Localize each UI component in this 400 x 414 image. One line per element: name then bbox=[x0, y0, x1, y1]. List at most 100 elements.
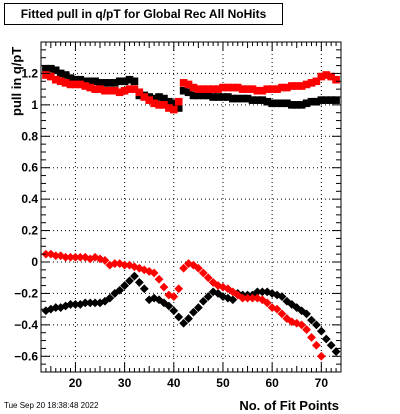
data-point-square bbox=[288, 82, 296, 90]
data-point-square bbox=[179, 79, 188, 87]
data-point-square bbox=[243, 94, 252, 103]
data-point-square bbox=[273, 99, 281, 108]
data-point-square bbox=[130, 77, 139, 86]
data-point-square bbox=[160, 101, 168, 109]
data-point-square bbox=[194, 91, 203, 100]
data-point-square bbox=[219, 93, 227, 101]
data-point-square bbox=[214, 85, 222, 93]
data-point-square bbox=[140, 93, 149, 101]
data-point-diamond bbox=[198, 296, 208, 306]
data-point-diamond bbox=[193, 303, 203, 312]
data-point-square bbox=[150, 94, 158, 103]
y-tick-label: 0.4 bbox=[21, 192, 38, 206]
data-point-diamond bbox=[66, 252, 75, 262]
data-point-diamond bbox=[203, 273, 213, 283]
data-point-diamond bbox=[189, 307, 198, 317]
data-point-square bbox=[229, 94, 237, 103]
data-point-square bbox=[278, 99, 286, 108]
data-point-diamond bbox=[169, 306, 179, 316]
data-point-square bbox=[61, 79, 70, 87]
data-point-diamond bbox=[100, 256, 110, 265]
data-point-square bbox=[322, 96, 331, 104]
y-tick-label: 1.2 bbox=[21, 66, 38, 80]
data-point-square bbox=[86, 77, 94, 86]
data-point-diamond bbox=[134, 263, 144, 273]
x-tick-label: 70 bbox=[315, 376, 329, 390]
y-tick-label: −0.2 bbox=[14, 286, 38, 300]
y-tick-label: 1 bbox=[31, 98, 38, 112]
data-point-diamond bbox=[184, 314, 193, 323]
data-point-square bbox=[238, 94, 247, 103]
data-point-diamond bbox=[85, 254, 95, 264]
data-point-square bbox=[160, 94, 168, 103]
data-point-square bbox=[91, 85, 99, 93]
data-point-square bbox=[135, 88, 144, 97]
data-point-diamond bbox=[262, 298, 272, 308]
data-point-square bbox=[297, 82, 306, 90]
data-point-diamond bbox=[90, 298, 100, 308]
data-point-diamond bbox=[302, 325, 311, 334]
data-point-diamond bbox=[312, 340, 321, 350]
data-point-square bbox=[204, 91, 213, 100]
data-point-square bbox=[96, 85, 104, 93]
data-point-diamond bbox=[326, 340, 336, 350]
data-point-diamond bbox=[169, 292, 179, 301]
x-tick-label: 20 bbox=[69, 376, 83, 390]
data-point-square bbox=[332, 96, 340, 104]
data-point-square bbox=[229, 83, 237, 92]
data-point-diamond bbox=[56, 303, 66, 312]
data-point-diamond bbox=[223, 284, 233, 294]
data-point-diamond bbox=[66, 300, 75, 309]
data-point-diamond bbox=[233, 290, 243, 300]
data-point-square bbox=[165, 104, 173, 112]
data-point-square bbox=[302, 80, 311, 89]
data-point-square bbox=[233, 94, 242, 103]
data-point-square bbox=[110, 86, 119, 95]
data-point-square bbox=[248, 85, 257, 93]
data-point-square bbox=[169, 105, 178, 114]
data-point-square bbox=[91, 77, 99, 86]
data-point-diamond bbox=[179, 263, 189, 273]
data-point-diamond bbox=[71, 300, 80, 309]
x-tick-label: 60 bbox=[265, 376, 279, 390]
data-point-square bbox=[327, 96, 335, 104]
data-point-diamond bbox=[80, 298, 90, 308]
data-point-square bbox=[224, 83, 232, 92]
data-point-diamond bbox=[139, 284, 149, 294]
data-point-square bbox=[283, 83, 291, 92]
data-point-square bbox=[184, 80, 193, 89]
data-point-square bbox=[150, 99, 158, 108]
data-point-diamond bbox=[80, 252, 90, 262]
data-point-diamond bbox=[252, 287, 262, 297]
data-point-diamond bbox=[307, 333, 316, 342]
data-point-square bbox=[243, 85, 252, 93]
data-point-diamond bbox=[243, 293, 252, 303]
data-point-diamond bbox=[302, 309, 311, 319]
timestamp-label: Tue Sep 20 18:38:48 2022 bbox=[4, 401, 99, 410]
x-axis-label: No. of Fit Points bbox=[239, 398, 339, 413]
data-point-square bbox=[42, 71, 50, 79]
data-point-square bbox=[66, 80, 75, 89]
data-point-square bbox=[253, 86, 262, 95]
data-point-diamond bbox=[134, 278, 144, 287]
data-point-square bbox=[292, 82, 301, 90]
data-point-diamond bbox=[228, 295, 238, 305]
data-point-diamond bbox=[61, 301, 70, 311]
data-point-diamond bbox=[164, 290, 174, 300]
data-point-square bbox=[317, 72, 326, 81]
data-point-square bbox=[209, 93, 217, 101]
data-point-diamond bbox=[75, 252, 85, 262]
data-point-diamond bbox=[174, 312, 184, 322]
data-point-square bbox=[312, 97, 321, 106]
data-point-square bbox=[302, 99, 311, 108]
data-point-diamond bbox=[331, 347, 341, 356]
data-point-square bbox=[268, 99, 276, 108]
data-point-square bbox=[268, 85, 276, 93]
x-tick-label: 30 bbox=[118, 376, 132, 390]
data-point-square bbox=[106, 86, 114, 95]
data-point-square bbox=[81, 77, 90, 86]
data-point-square bbox=[66, 74, 75, 82]
data-point-square bbox=[263, 85, 272, 93]
data-point-diamond bbox=[277, 309, 287, 319]
data-point-square bbox=[155, 93, 163, 101]
